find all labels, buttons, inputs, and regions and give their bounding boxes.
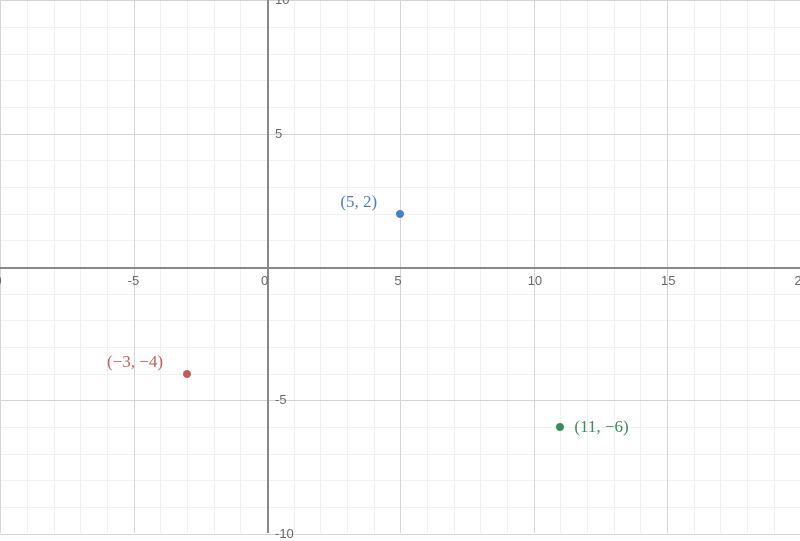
point-label: (−3, −4) xyxy=(107,352,163,372)
major-gridline-h xyxy=(0,134,800,135)
x-tick-label: 0 xyxy=(0,273,2,288)
data-point xyxy=(556,423,564,431)
x-tick-label: 5 xyxy=(394,273,401,288)
x-tick-label: 2 xyxy=(794,273,800,288)
data-point xyxy=(183,370,191,378)
y-tick-label: -5 xyxy=(275,392,287,407)
x-tick-label: 10 xyxy=(528,273,542,288)
data-point xyxy=(396,210,404,218)
point-label: (11, −6) xyxy=(574,417,628,437)
major-gridline-h xyxy=(0,0,800,1)
y-tick-label: 10 xyxy=(275,0,289,7)
x-tick-label: -5 xyxy=(128,273,140,288)
y-tick-label: -10 xyxy=(275,526,294,541)
coordinate-plane: 0-50510152-10-5510(5, 2)(−3, −4)(11, −6) xyxy=(0,0,800,533)
point-label: (5, 2) xyxy=(340,192,377,212)
y-tick-label: 5 xyxy=(275,126,282,141)
x-tick-label: 15 xyxy=(661,273,675,288)
x-tick-label: 0 xyxy=(261,273,268,288)
major-gridline-h xyxy=(0,534,800,535)
major-gridline-h xyxy=(0,400,800,401)
x-axis xyxy=(0,267,800,269)
